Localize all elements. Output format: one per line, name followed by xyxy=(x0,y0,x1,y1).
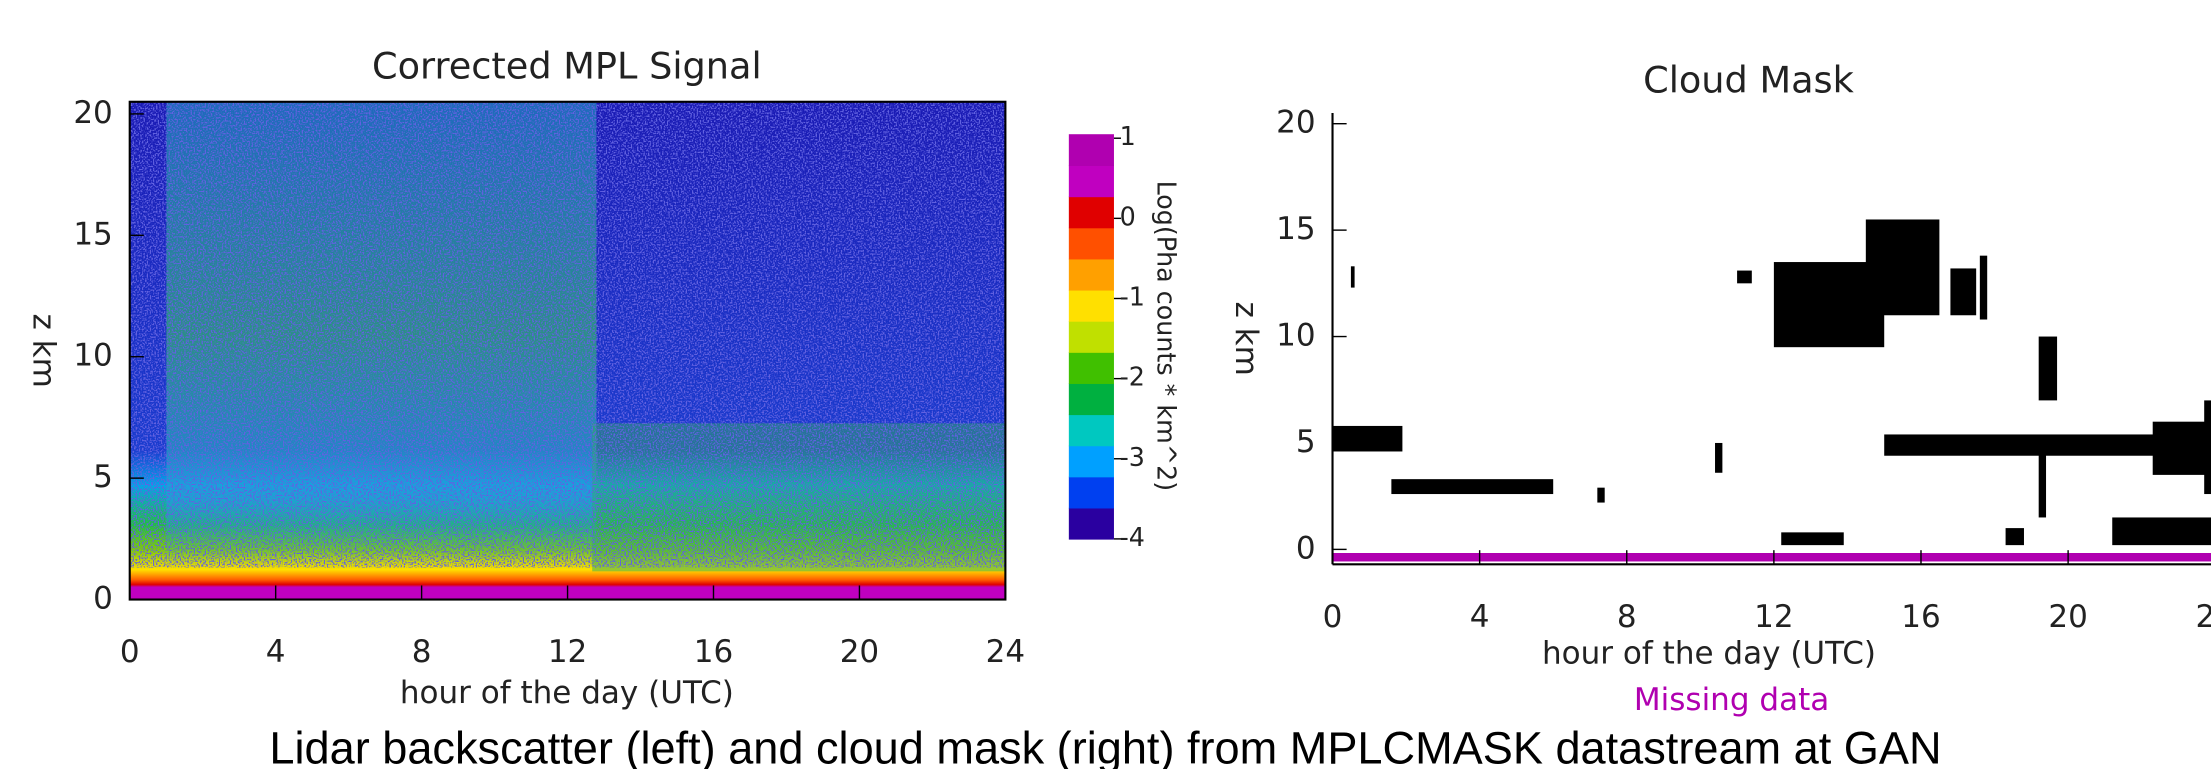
colorbar-swatch xyxy=(1068,196,1114,229)
y-tick-label: 5 xyxy=(93,459,113,495)
colorbar-swatch xyxy=(1068,352,1114,384)
cloud xyxy=(1350,266,1355,288)
x-axis-label: hour of the day (UTC) xyxy=(1542,636,1876,672)
y-tick-label: 10 xyxy=(73,338,112,374)
colorbar-swatch xyxy=(1068,134,1114,167)
colorbar-tick-label: 0 xyxy=(1120,201,1136,231)
missing-label: Missing data xyxy=(1634,682,1829,718)
cloud xyxy=(2204,400,2211,495)
colorbar-swatch xyxy=(1068,414,1114,447)
colorbar-swatch xyxy=(1068,507,1114,540)
cloud xyxy=(2038,451,2047,518)
x-tick-label: 20 xyxy=(2048,599,2087,635)
x-tick-label: 20 xyxy=(840,634,879,670)
y-tick-label: 5 xyxy=(1296,424,1316,460)
colorbar-swatch xyxy=(1068,227,1114,260)
x-tick-label: 24 xyxy=(2195,599,2211,635)
caption: Lidar backscatter (left) and cloud mask … xyxy=(269,723,1941,769)
x-tick-label: 16 xyxy=(694,634,733,670)
heatmap-image xyxy=(129,101,1006,600)
x-tick-label: 4 xyxy=(1470,599,1490,635)
colorbar-tick-label: -1 xyxy=(1120,281,1145,311)
y-tick-label: 15 xyxy=(1276,211,1315,247)
x-tick-label: 0 xyxy=(120,634,140,670)
x-tick-label: 8 xyxy=(1617,599,1637,635)
colorbar-tick-label: -3 xyxy=(1120,442,1145,472)
cloud xyxy=(1391,479,1554,495)
cloud xyxy=(1773,262,1885,348)
colorbar-tick-label: -2 xyxy=(1120,362,1145,392)
cloud xyxy=(1597,487,1605,503)
x-tick-label: 12 xyxy=(1754,599,1793,635)
cloud xyxy=(2152,421,2208,475)
colorbar-swatch xyxy=(1068,165,1114,198)
cloud xyxy=(1979,255,1988,320)
colorbar-swatch xyxy=(1068,476,1114,509)
chart-title: Cloud Mask xyxy=(1643,59,1855,102)
cloud xyxy=(1950,268,1977,316)
y-tick-label: 0 xyxy=(1296,530,1316,566)
cloud xyxy=(2005,528,2024,546)
y-tick-label: 20 xyxy=(73,95,112,131)
cloud xyxy=(1865,219,1940,316)
y-axis-label: z km xyxy=(25,313,61,387)
colorbar-swatch xyxy=(1068,320,1114,353)
colorbar-tick-label: 1 xyxy=(1120,121,1136,151)
x-tick-label: 4 xyxy=(266,634,286,670)
x-tick-label: 0 xyxy=(1323,599,1343,635)
x-tick-label: 24 xyxy=(986,634,1025,670)
colorbar-swatch xyxy=(1068,289,1114,322)
y-tick-label: 0 xyxy=(93,581,113,617)
cloud xyxy=(1737,270,1752,284)
colorbar-swatch xyxy=(1068,445,1114,478)
x-axis-label: hour of the day (UTC) xyxy=(400,675,734,711)
colorbar-tick-label: -4 xyxy=(1120,522,1145,552)
cloud xyxy=(2038,336,2058,401)
missing-band xyxy=(1332,553,2211,562)
cloud xyxy=(1781,532,1844,546)
colorbar-label: Log(Pha counts * km^2) xyxy=(1152,181,1182,492)
cloud xyxy=(2112,517,2211,546)
colorbar-swatch xyxy=(1068,383,1114,416)
x-tick-label: 8 xyxy=(412,634,432,670)
x-tick-label: 12 xyxy=(548,634,587,670)
cloud xyxy=(1884,434,2179,456)
y-tick-label: 10 xyxy=(1276,318,1315,354)
x-tick-label: 16 xyxy=(1901,599,1940,635)
cloud xyxy=(1715,442,1723,473)
y-tick-label: 20 xyxy=(1276,105,1315,141)
y-axis-label: z km xyxy=(1228,302,1264,376)
y-tick-label: 15 xyxy=(73,216,112,252)
colorbar-swatch xyxy=(1068,258,1114,291)
cloud xyxy=(1332,425,1403,452)
chart-title: Corrected MPL Signal xyxy=(372,44,762,87)
